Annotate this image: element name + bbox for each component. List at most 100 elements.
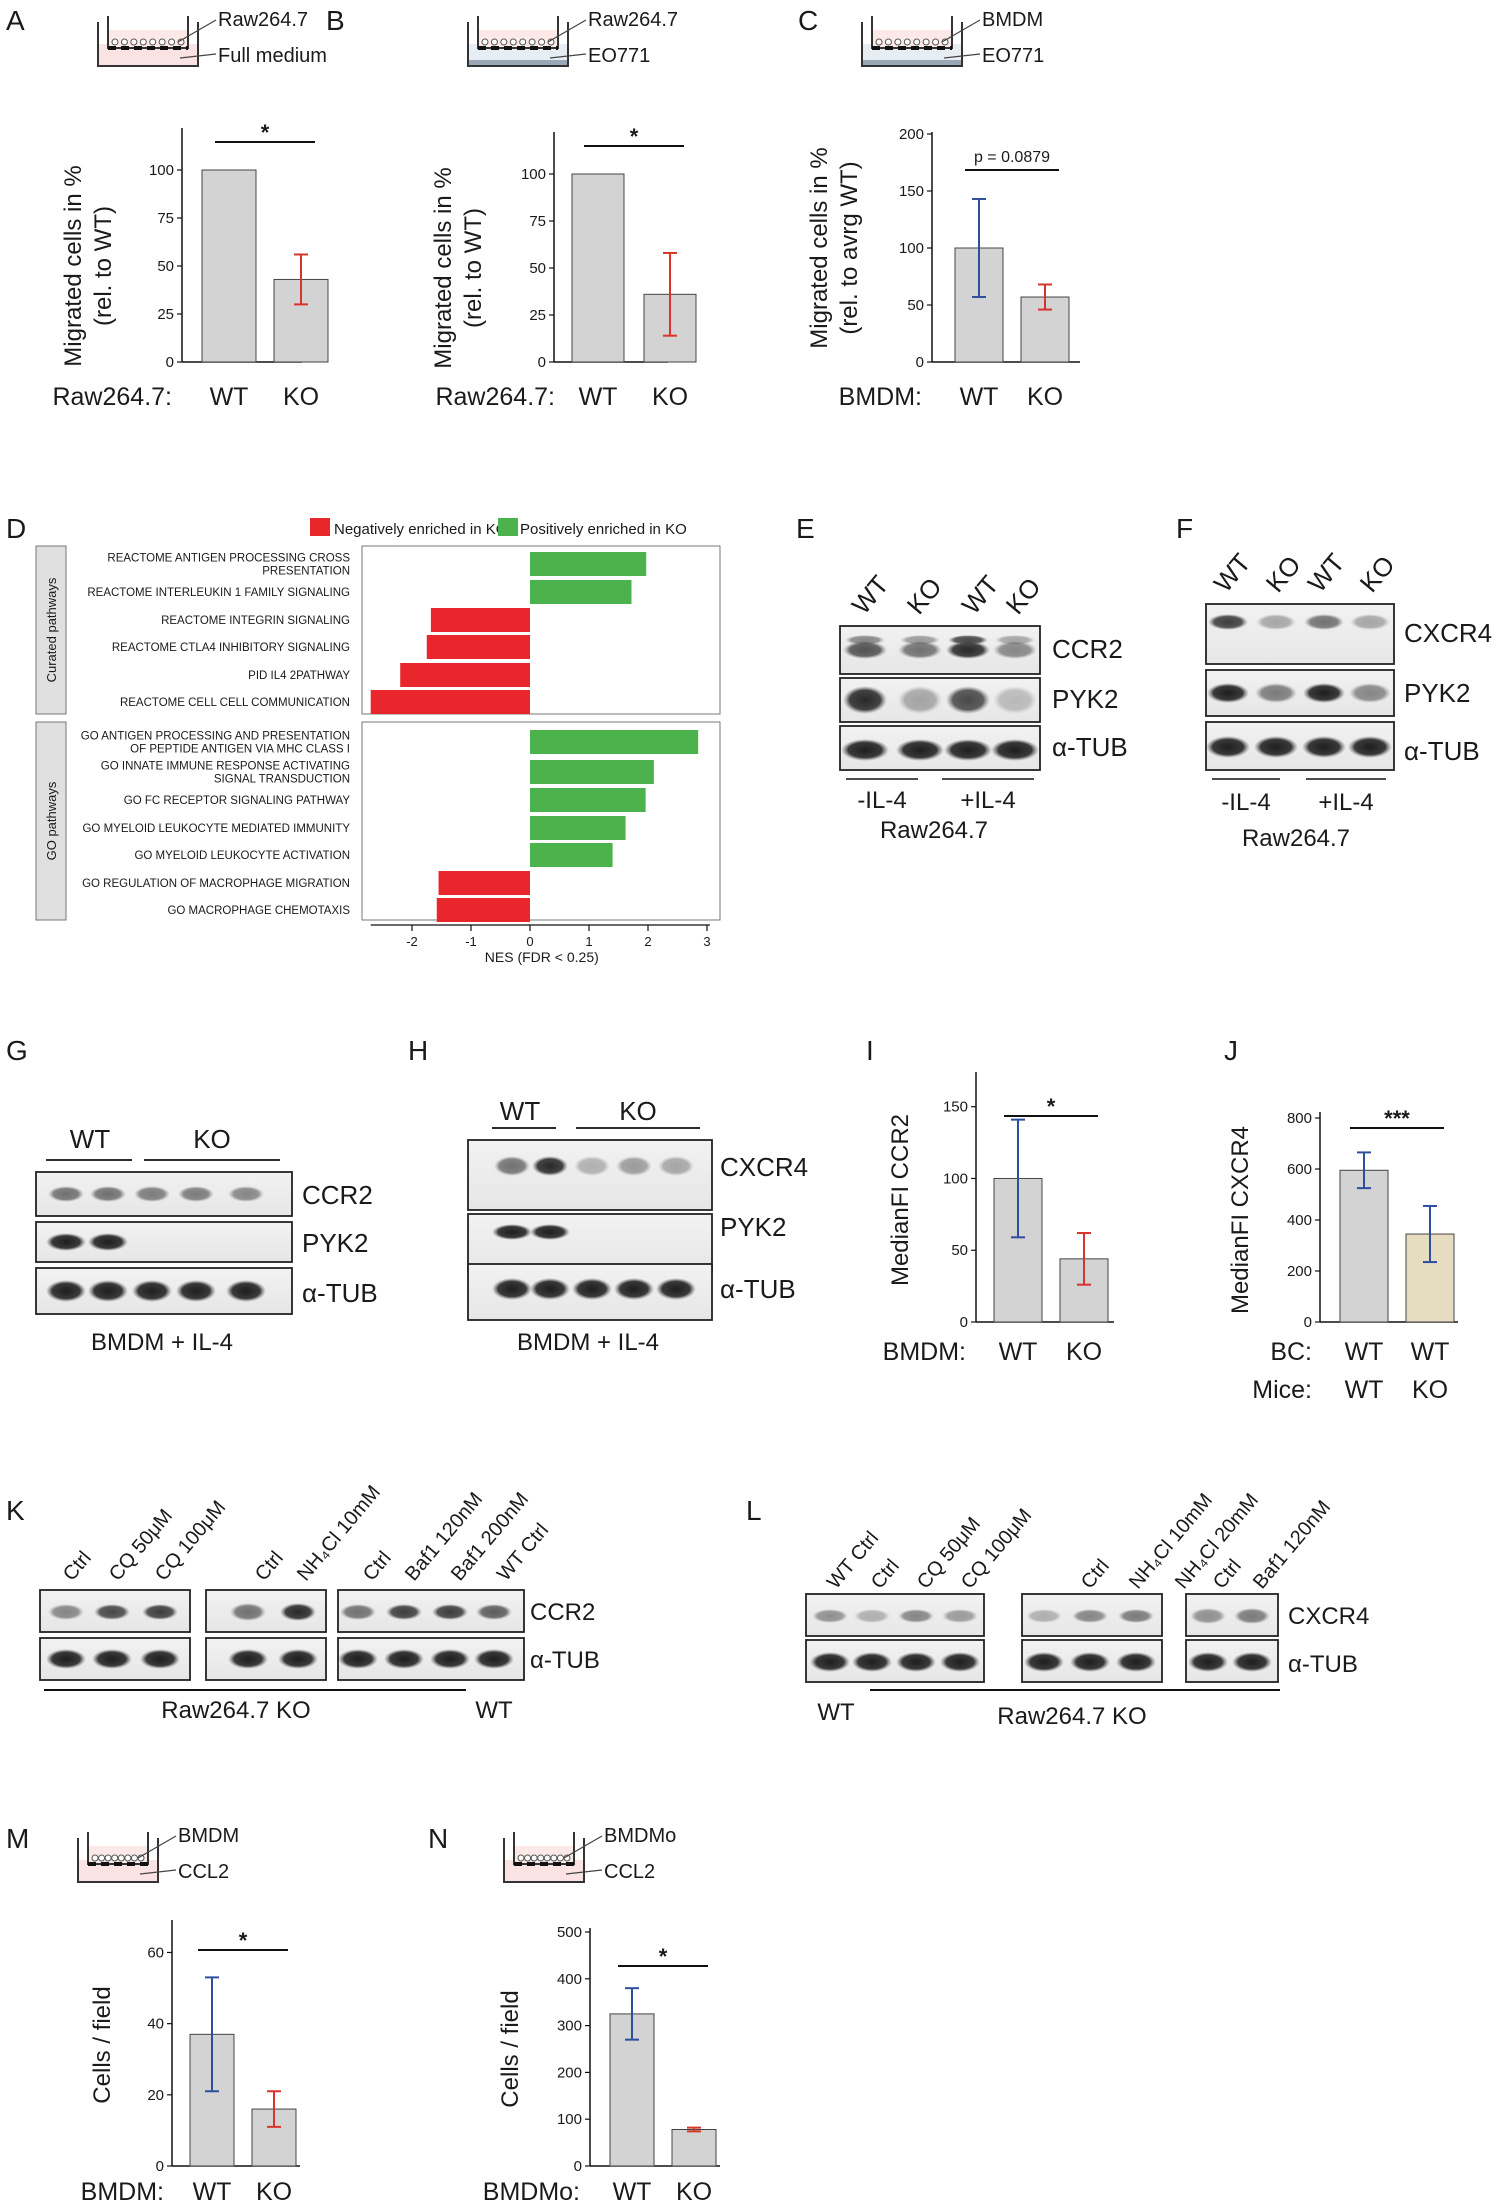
lane-label: WT [1208, 548, 1257, 598]
x-category-label: KO [1066, 1338, 1102, 1366]
condition-label: -IL-4 [857, 787, 906, 814]
insert-medium [89, 1846, 147, 1863]
blot-band [474, 1649, 514, 1669]
insert-medium [109, 30, 187, 47]
blot-band [340, 1604, 376, 1620]
insert-medium [873, 30, 951, 47]
group-side-label: Curated pathways [44, 577, 59, 682]
blot-band [386, 1604, 422, 1620]
blot-band [1190, 1608, 1226, 1624]
caption: BMDM + IL-4 [91, 1329, 233, 1356]
y-tick-label: 200 [1287, 1263, 1312, 1280]
legend-neg-swatch [310, 518, 330, 536]
panel-b-schematic: Raw264.7 EO771 [467, 9, 678, 67]
blot-band [1303, 683, 1345, 703]
lane-label: Ctrl [251, 1547, 288, 1585]
blot-band [845, 635, 885, 645]
panel-b-chart: 0 25 50 75 100 * Migrated cells in % (rel. to W… [430, 124, 697, 411]
cell-dot [528, 38, 536, 46]
pathway-label: PID IL4 2PATHWAY [248, 670, 350, 682]
y-tick-label: 600 [1287, 1161, 1312, 1178]
row-label: α-TUB [1052, 732, 1128, 762]
y-tick-label: 50 [951, 1242, 968, 1259]
significance-label: * [630, 124, 639, 149]
blot-band [1208, 614, 1248, 630]
row-label: α-TUB [1404, 736, 1480, 766]
x-category-label: WT [1345, 1376, 1384, 1404]
lane-label: WT [956, 570, 1005, 620]
condition-label: +IL-4 [1318, 789, 1373, 816]
significance-label: *** [1384, 1106, 1410, 1131]
pathway-label: GO MYELOID LEUKOCYTE MEDIATED IMMUNITY [82, 823, 350, 835]
blot-band [178, 1186, 214, 1202]
cell-dot [524, 1854, 532, 1862]
well-outline [503, 1838, 585, 1883]
schematic-bottom-label: EO771 [982, 45, 1044, 67]
group-label: WT [500, 1096, 541, 1126]
blot-band [492, 1278, 532, 1300]
pathway-label: GO MACROPHAGE CHEMOTAXIS [167, 905, 350, 917]
blot-band [492, 1224, 532, 1240]
blot-band [1304, 614, 1344, 630]
panel-j-chart: 0 200 400 600 800 *** MedianFI CXCR4 WT WT WT KO BC… [1227, 1106, 1458, 1404]
blot-band [1116, 1652, 1156, 1672]
y-tick-label: 50 [529, 260, 546, 277]
nes-bar [438, 871, 530, 895]
blot-pyk2 [35, 1221, 293, 1263]
y-tick-label: 100 [557, 2111, 582, 2128]
significance-label: p = 0.0879 [974, 149, 1050, 166]
row-label: PYK2 [1404, 678, 1471, 708]
y-tick-label: 20 [147, 2087, 164, 2104]
callout-line [549, 53, 587, 59]
panel-letter-a: A [6, 5, 25, 36]
wt-label: WT [817, 1699, 855, 1726]
panel-letter-h: H [408, 1035, 428, 1066]
blot-band [852, 1652, 892, 1672]
y-axis-label: (rel. to WT) [90, 206, 117, 326]
lane-label: WT [846, 570, 895, 620]
pathway-label: GO REGULATION OF MACROPHAGE MIGRATION [82, 878, 350, 890]
cell-line-label: Raw264.7 [880, 817, 988, 844]
blot-band [1234, 1608, 1270, 1624]
blot-band [995, 635, 1035, 645]
group-label: BMDM: [81, 2178, 164, 2202]
lane-label: Ctrl [867, 1555, 904, 1593]
cell-dot [481, 38, 489, 46]
row-label: PYK2 [1052, 684, 1119, 714]
schematic-bottom-label: CCL2 [604, 1861, 655, 1883]
y-tick-label: 150 [899, 183, 924, 200]
blot-band [176, 1280, 216, 1302]
y-tick-label: 200 [557, 2064, 582, 2081]
panel-d-gsea: Negatively enriched in KO Positively enri… [35, 518, 721, 965]
panel-g-blot: WT KO CCR2 PYK2 α-TUB BMDM + IL-4 [35, 1124, 378, 1356]
well-bottom-cells [469, 60, 567, 65]
row-label: CCR2 [530, 1599, 595, 1626]
blot-band [1024, 1652, 1064, 1672]
nes-bar [530, 843, 613, 867]
blot-band [1188, 1652, 1228, 1672]
nes-bar [436, 898, 530, 922]
nes-bar [530, 788, 646, 812]
blot-band [1255, 683, 1297, 703]
y-tick-label: 0 [960, 1314, 968, 1331]
y-tick-label: 800 [1287, 1110, 1312, 1127]
y-tick-label: 25 [529, 307, 546, 324]
lane-label: KO [1260, 550, 1307, 598]
blot-band [226, 1280, 266, 1302]
pathway-label: REACTOME CELL CELL COMMUNICATION [120, 697, 350, 709]
pathway-label: GO MYELOID LEUKOCYTE ACTIVATION [134, 850, 350, 862]
blot-band [946, 641, 990, 659]
row-label: α-TUB [302, 1278, 378, 1308]
blot-band [572, 1278, 612, 1300]
blot-band [1072, 1609, 1108, 1623]
cell-dot [932, 38, 940, 46]
bar [1339, 1169, 1389, 1323]
cell-line-label: Raw264.7 [1242, 825, 1350, 852]
schematic-cell-label: BMDM [178, 1825, 239, 1847]
cell-dot [149, 38, 157, 46]
cell-dot [884, 38, 892, 46]
pathway-label: GO INNATE IMMUNE RESPONSE ACTIVATING [101, 761, 350, 773]
group-label: BMDM: [839, 383, 922, 411]
